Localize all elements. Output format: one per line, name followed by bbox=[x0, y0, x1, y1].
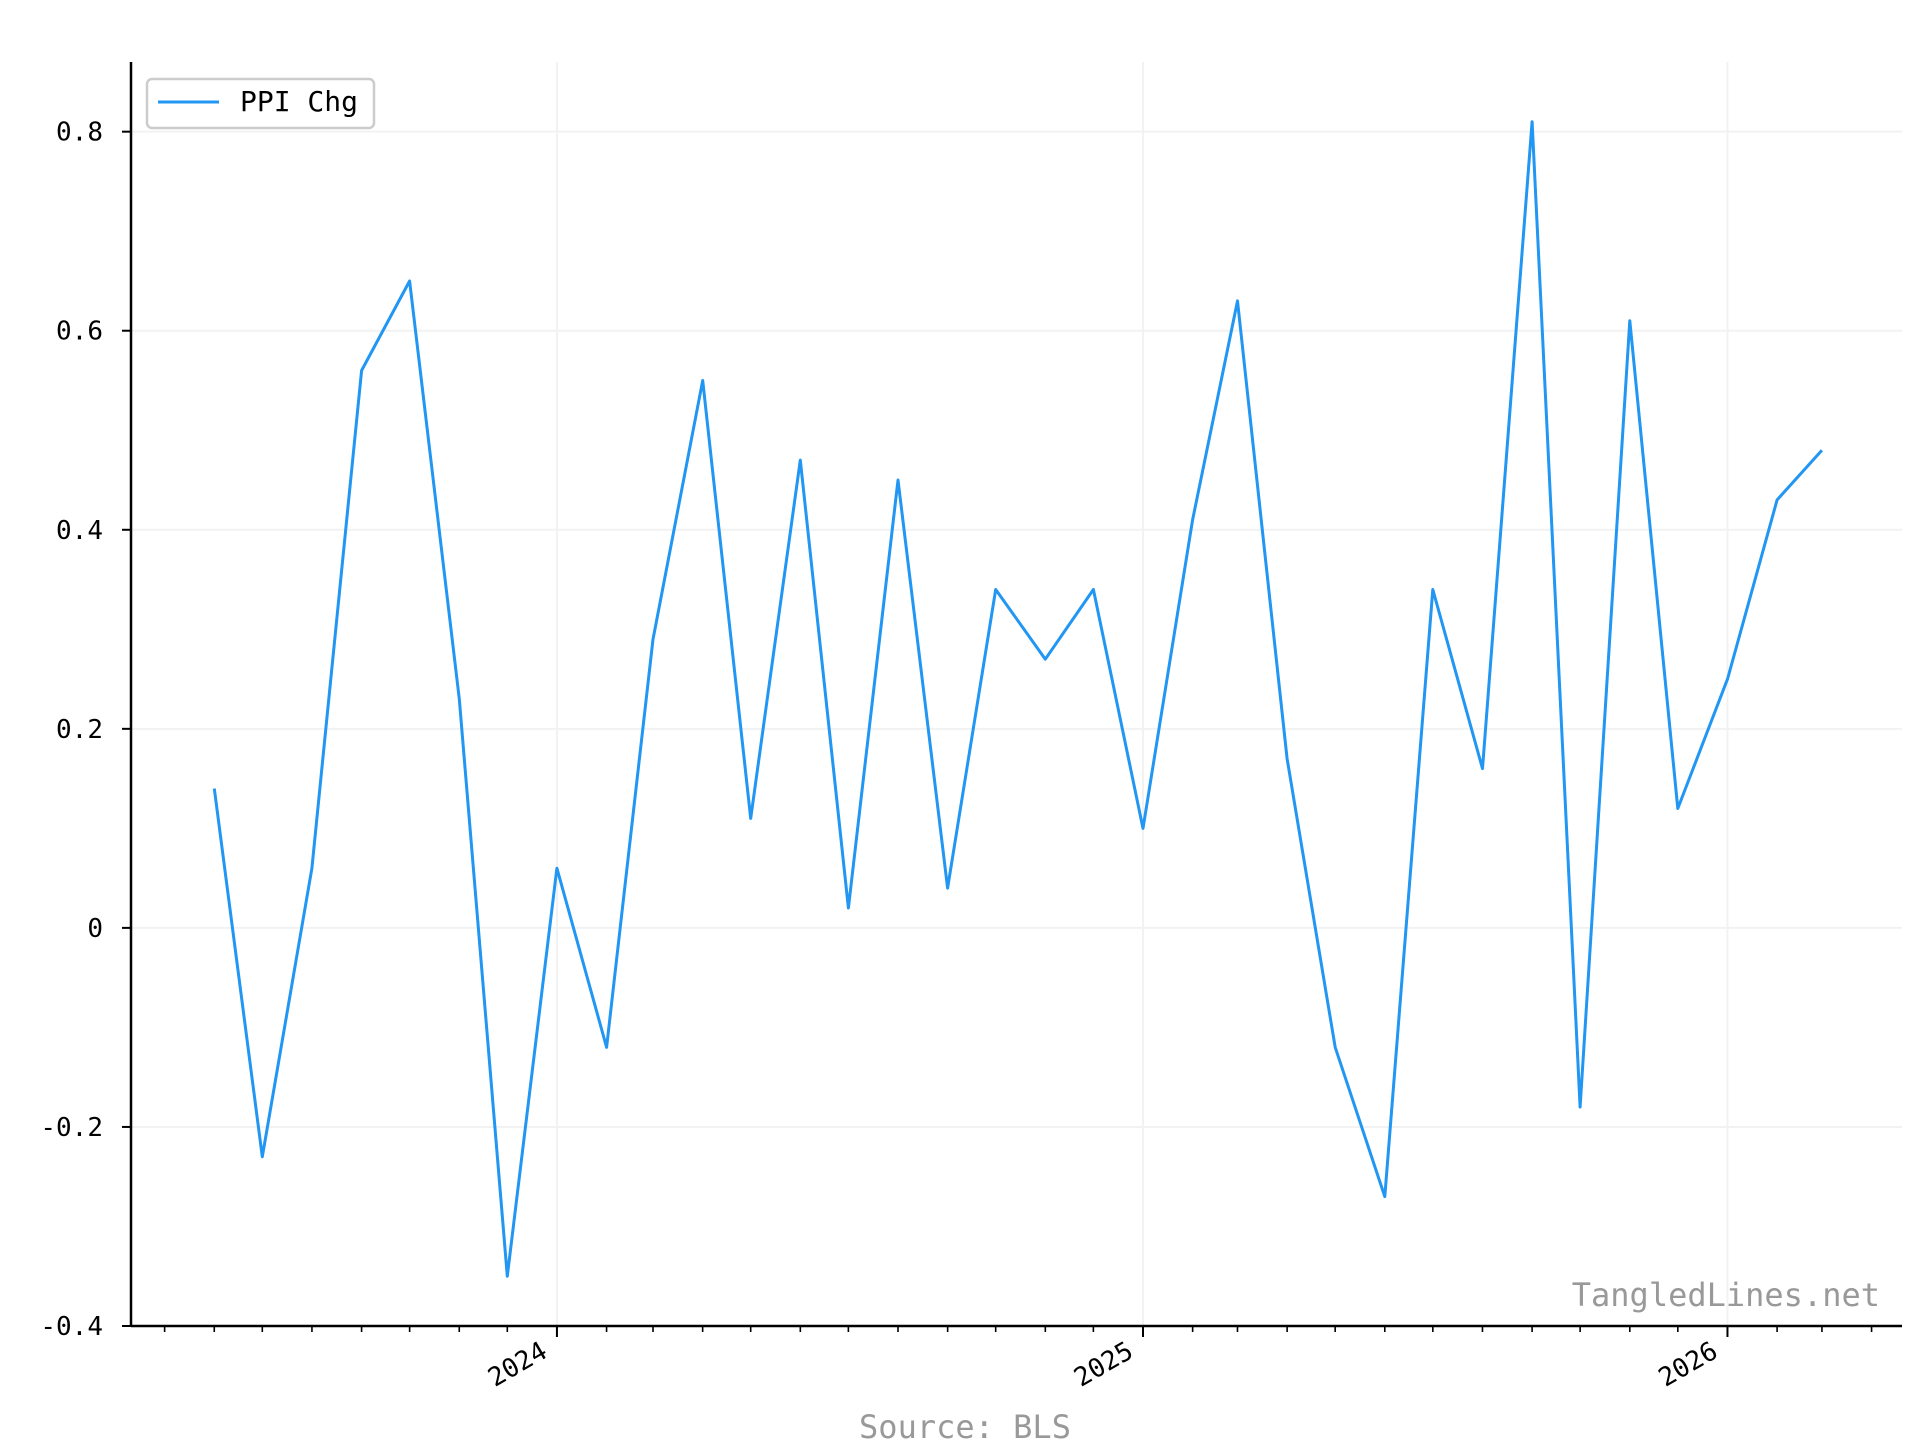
watermark: TangledLines.net bbox=[1572, 1276, 1880, 1314]
x-tick-label: 2026 bbox=[1654, 1336, 1723, 1393]
y-tick-label: 0.8 bbox=[56, 118, 103, 148]
source-note: Source: BLS bbox=[859, 1408, 1071, 1440]
x-tick-label: 2025 bbox=[1069, 1336, 1138, 1393]
y-tick-label: 0.2 bbox=[56, 715, 103, 745]
x-tick-label: 2024 bbox=[483, 1336, 552, 1393]
legend-box bbox=[145, 77, 376, 130]
y-tick-label: 0.4 bbox=[56, 516, 103, 546]
series-layer bbox=[212, 120, 1824, 1278]
x-ticks: 2024 2025 2026 bbox=[163, 1326, 1873, 1393]
grid-lines bbox=[131, 62, 1902, 1327]
legend-label: PPI Chg bbox=[240, 85, 358, 118]
series-line bbox=[212, 120, 1824, 1278]
axes bbox=[129, 62, 1902, 1328]
y-ticks: -0.4 -0.2 0 0.2 0.4 0.6 0.8 bbox=[40, 118, 131, 1342]
y-tick-label: -0.4 bbox=[40, 1312, 103, 1342]
legend: PPI Chg bbox=[145, 77, 376, 130]
y-tick-label: 0 bbox=[87, 914, 103, 944]
y-tick-label: -0.2 bbox=[40, 1113, 103, 1143]
y-tick-label: 0.6 bbox=[56, 317, 103, 347]
